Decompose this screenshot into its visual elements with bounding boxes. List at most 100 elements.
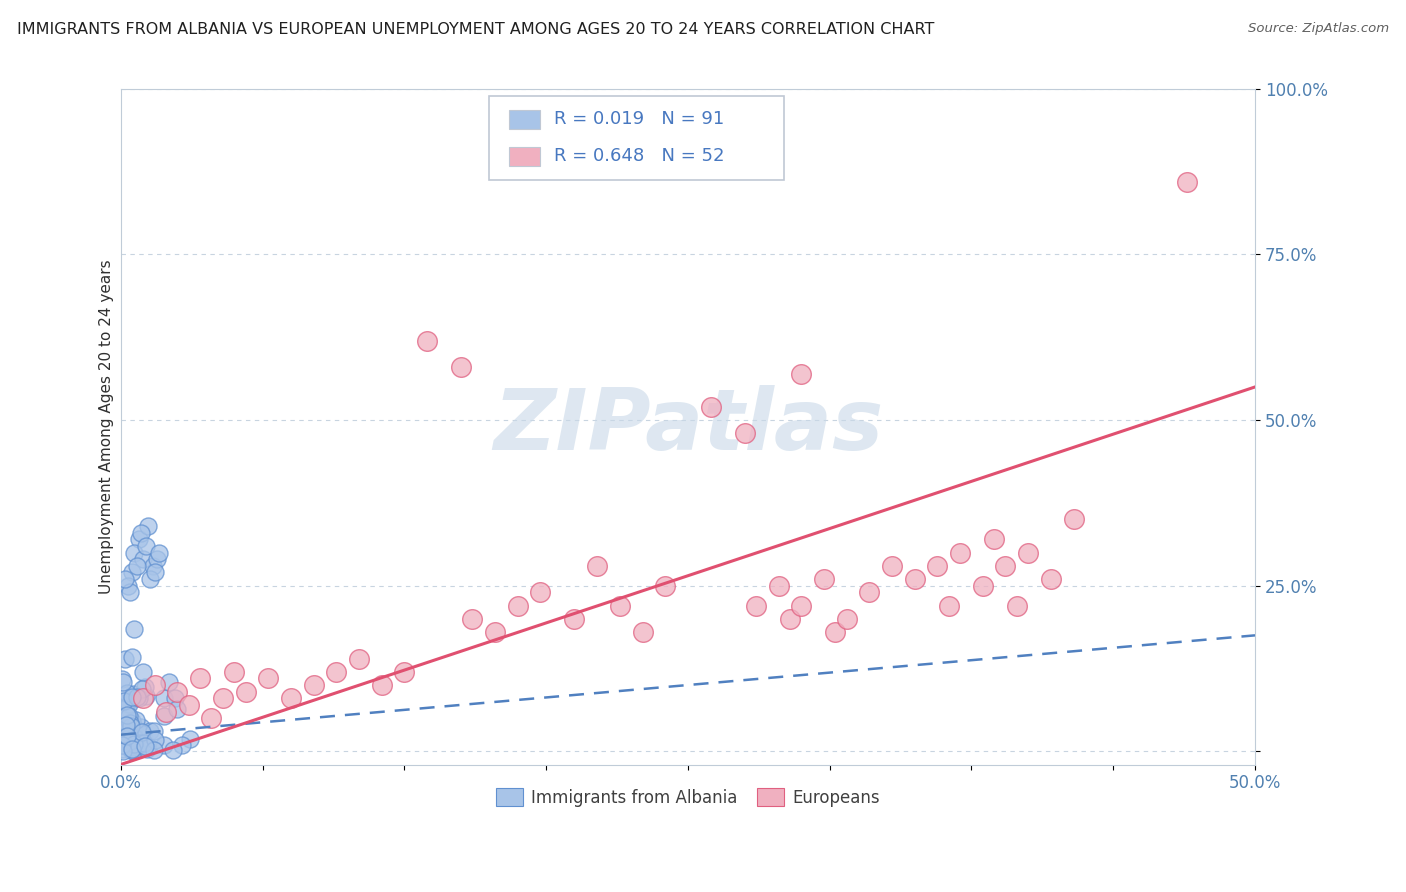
Point (114, 701, 136, 715)
Point (129, 525, 152, 540)
Point (880, 558, 903, 573)
Point (112, 742, 135, 756)
Point (120, 743, 142, 757)
Point (179, 732, 201, 747)
Point (121, 714, 143, 728)
Point (235, 684, 257, 698)
Point (1005, 599, 1028, 613)
Point (117, 708, 139, 723)
Text: Source: ZipAtlas.com: Source: ZipAtlas.com (1249, 22, 1389, 36)
Point (118, 694, 141, 708)
Point (132, 731, 155, 746)
Point (302, 678, 325, 692)
Point (835, 612, 858, 626)
Point (858, 585, 880, 599)
Point (125, 713, 148, 727)
Text: IMMIGRANTS FROM ALBANIA VS EUROPEAN UNEMPLOYMENT AMONG AGES 20 TO 24 YEARS CORRE: IMMIGRANTS FROM ALBANIA VS EUROPEAN UNEM… (17, 22, 934, 37)
Legend: Immigrants from Albania, Europeans: Immigrants from Albania, Europeans (489, 781, 887, 814)
Point (631, 625, 654, 640)
Point (813, 572, 835, 586)
Point (654, 579, 676, 593)
Point (564, 612, 586, 626)
Point (122, 687, 145, 701)
Point (111, 675, 134, 690)
Point (506, 599, 529, 613)
Point (120, 733, 142, 747)
Point (166, 684, 188, 698)
Point (224, 665, 246, 679)
Point (131, 725, 153, 739)
Point (904, 572, 927, 586)
Point (124, 739, 146, 753)
Point (484, 625, 506, 640)
Point (122, 726, 145, 740)
Point (122, 622, 145, 636)
Point (129, 726, 152, 740)
Point (121, 650, 143, 665)
Point (699, 400, 721, 414)
Point (115, 686, 138, 700)
Point (529, 585, 551, 599)
FancyBboxPatch shape (509, 110, 540, 128)
Text: ZIPatlas: ZIPatlas (492, 385, 883, 468)
Point (120, 715, 142, 730)
Point (132, 736, 155, 750)
Point (112, 694, 135, 708)
Point (143, 566, 166, 580)
Point (122, 730, 145, 744)
Point (153, 708, 176, 723)
Point (416, 334, 439, 348)
Point (1063, 512, 1085, 526)
Point (114, 572, 136, 586)
Point (121, 744, 143, 758)
Point (121, 742, 143, 756)
Point (122, 691, 145, 706)
Point (118, 697, 141, 711)
Point (790, 599, 813, 613)
Point (143, 733, 166, 747)
Point (257, 672, 280, 686)
Text: R = 0.648   N = 52: R = 0.648 N = 52 (554, 147, 724, 165)
Point (132, 552, 155, 566)
Point (152, 738, 174, 752)
Point (200, 711, 222, 725)
Point (131, 682, 153, 697)
Point (450, 360, 472, 375)
Point (118, 739, 141, 754)
Point (148, 545, 170, 559)
Point (927, 558, 949, 573)
Point (141, 558, 163, 573)
Point (1175, 175, 1198, 189)
Point (824, 625, 846, 640)
Point (972, 579, 994, 593)
Point (122, 737, 145, 751)
Point (117, 579, 139, 593)
Point (177, 698, 200, 712)
Point (461, 612, 484, 626)
Point (134, 739, 156, 753)
Point (394, 665, 416, 679)
Point (142, 723, 165, 738)
Point (166, 702, 188, 716)
FancyBboxPatch shape (489, 95, 785, 180)
Point (162, 743, 184, 757)
Point (609, 599, 631, 613)
Point (157, 675, 180, 690)
Point (111, 724, 134, 739)
Point (111, 738, 134, 752)
Point (118, 708, 141, 723)
Point (135, 689, 157, 703)
Point (170, 739, 193, 753)
Point (745, 599, 768, 613)
Point (127, 723, 149, 737)
Point (121, 566, 143, 580)
Point (143, 678, 166, 692)
Point (115, 695, 138, 709)
Point (211, 691, 233, 706)
Y-axis label: Unemployment Among Ages 20 to 24 years: Unemployment Among Ages 20 to 24 years (100, 260, 114, 594)
Point (143, 743, 166, 757)
Point (117, 730, 139, 744)
Point (121, 739, 143, 754)
Point (136, 742, 159, 756)
Point (111, 733, 134, 747)
